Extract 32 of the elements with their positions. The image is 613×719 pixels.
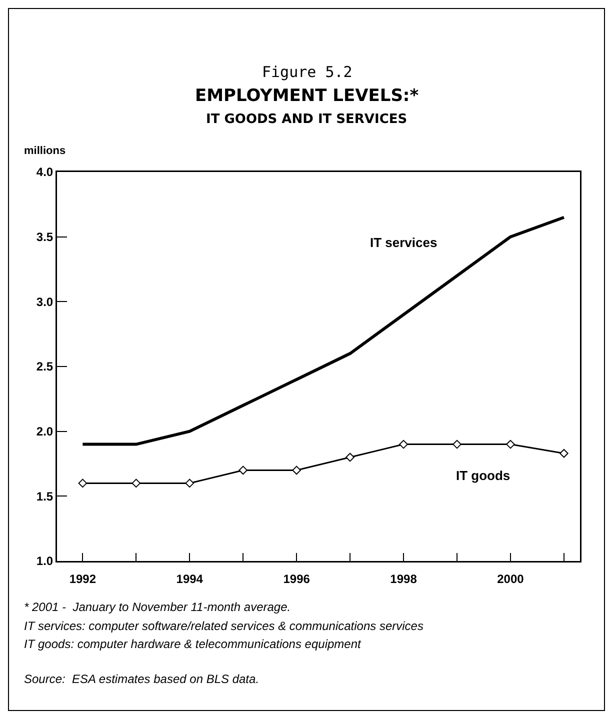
point [292,466,301,475]
source-note: Source: ESA estimates based on BLS data. [24,672,260,686]
text: * 2001 - January to November 11-month average. [24,600,291,614]
text: IT goods: computer hardware & telecommunications equipment [24,637,362,651]
point [452,440,462,449]
y-tick-label: 1.5 [36,489,54,504]
y-tick-label: 4.0 [36,165,54,180]
point [560,448,568,458]
point [238,466,248,475]
x-tick-label: 1998 [390,572,418,586]
x-tick-label: 1996 [283,572,310,586]
point [78,478,88,488]
point [346,452,354,462]
point [185,478,194,488]
y-tick-label: 3.0 [36,294,54,309]
x-tick-label: 1992 [69,572,96,586]
line-series [81,216,566,446]
y-tick-label: 2.5 [36,360,54,374]
y-axis-title: millions [24,145,66,157]
point [506,440,515,449]
text: IT services: computer software/related services & communications services [24,619,424,633]
chart-subtitle: EMPLOYMENT LEVELS:* IT GOODS AND IT SERVICES [195,86,419,127]
point [399,440,408,449]
y-tick-label: 1.0 [36,554,54,568]
y-tick-label: 2.0 [36,424,54,439]
series-label: IT goods [456,468,510,483]
x-tick-label: 2000 [497,572,524,586]
point [132,478,141,488]
text: IT services [370,235,438,250]
y-tick-label: 3.5 [36,230,54,244]
x-tick-label: 1994 [176,572,204,586]
chart-title: Figure 5.2 [262,63,352,81]
